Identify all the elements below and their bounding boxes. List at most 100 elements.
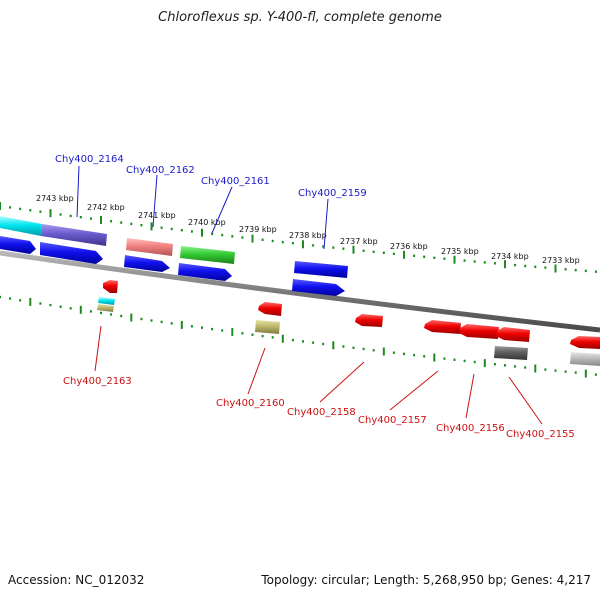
forward-scale-tick — [140, 224, 143, 227]
forward-scale-tick — [554, 264, 557, 273]
forward-scale-tick — [221, 233, 224, 237]
reverse-scale-tick — [39, 302, 42, 305]
feature-chy400-2161[interactable] — [180, 246, 235, 264]
gene-label-chy400-2160: Chy400_2160 — [216, 398, 285, 409]
reverse-scale-tick — [423, 355, 426, 358]
scale-label-2739: 2739 kbp — [239, 225, 277, 234]
forward-scale-ticks — [0, 202, 597, 273]
reverse-scale-tick — [140, 317, 143, 321]
feature-chy400-2164[interactable] — [41, 224, 107, 246]
feature-small-cyan[interactable] — [98, 297, 115, 305]
forward-scale-tick — [281, 240, 284, 244]
gene-label-chy400-2158: Chy400_2158 — [287, 407, 356, 418]
reverse-scale-tick — [79, 305, 82, 314]
feature-red-arrow[interactable] — [496, 327, 530, 342]
genome-backbone — [0, 250, 600, 333]
reverse-scale-tick — [261, 334, 264, 338]
forward-scale-tick — [564, 268, 567, 271]
forward-scale-tick — [19, 207, 22, 211]
map-title: Chloroflexus sp. Y-400-fl, complete geno… — [158, 10, 442, 25]
reverse-scale-tick — [403, 352, 405, 356]
forward-scale-tick — [544, 266, 547, 269]
reverse-scale-tick — [524, 366, 527, 369]
reverse-scale-tick — [160, 320, 163, 324]
scale-label-2740: 2740 kbp — [188, 218, 226, 227]
reverse-scale-tick — [271, 336, 274, 339]
reverse-scale-tick — [89, 310, 92, 313]
forward-scale-tick — [120, 221, 123, 224]
forward-scale-tick — [190, 230, 193, 233]
gene-label-chy400-2159: Chy400_2159 — [298, 188, 367, 199]
forward-callouts: Chy400_2164 Chy400_2162 Chy400_2161 Chy4… — [55, 154, 367, 250]
reverse-scale-tick — [221, 329, 224, 332]
feature-chy400-2159[interactable] — [294, 261, 348, 278]
feature-blue-arrow[interactable] — [292, 279, 345, 296]
forward-scale-tick — [443, 257, 446, 260]
feature-chy400-2162[interactable] — [126, 238, 173, 256]
forward-scale-tick — [59, 213, 62, 216]
reverse-scale-tick — [493, 363, 496, 366]
reverse-scale-tick — [231, 327, 234, 336]
gene-label-chy400-2161: Chy400_2161 — [201, 176, 270, 187]
feature-red-arrow[interactable] — [570, 336, 600, 349]
forward-scale-tick — [180, 229, 183, 232]
reverse-scale-tick — [201, 326, 203, 329]
feature-chy400-2160[interactable] — [255, 320, 280, 334]
forward-scale-tick — [584, 269, 587, 273]
feature-chy400-2155[interactable] — [494, 346, 528, 360]
reverse-scale-tick — [120, 314, 123, 318]
scale-label-2737: 2737 kbp — [340, 237, 378, 246]
reverse-callouts: Chy400_2163 Chy400_2160 Chy400_2158 Chy4… — [63, 325, 575, 440]
forward-scale-tick — [423, 255, 426, 258]
feature-blue-arrow[interactable] — [0, 236, 36, 254]
reverse-scale-tick — [150, 319, 153, 322]
gene-label-chy400-2155: Chy400_2155 — [506, 429, 575, 440]
forward-scale-tick — [504, 260, 506, 269]
reverse-scale-tick — [332, 341, 335, 350]
reverse-scale-tick — [19, 299, 22, 302]
forward-scale-tick — [372, 250, 375, 253]
reverse-scale-tick — [584, 369, 587, 378]
forward-scale-tick — [534, 265, 537, 268]
feature-chy400-2156[interactable] — [459, 324, 499, 339]
feature-blue-arrow[interactable] — [178, 263, 232, 281]
forward-scale-tick — [463, 259, 466, 262]
reverse-scale-tick — [49, 303, 52, 307]
reverse-scale-tick — [312, 341, 315, 344]
reverse-scale-tick — [59, 305, 62, 308]
scale-label-2733: 2733 kbp — [542, 256, 580, 265]
forward-scale-tick — [201, 228, 203, 237]
forward-scale-tick — [312, 244, 315, 247]
feature-chy400-2158[interactable] — [355, 314, 383, 327]
forward-scale-tick — [241, 236, 244, 239]
forward-scale-tick — [79, 216, 82, 219]
reverse-scale-tick — [291, 338, 294, 342]
forward-scale-tick — [39, 210, 42, 213]
feature-blue-arrow[interactable] — [124, 255, 170, 272]
reverse-scale-tick — [180, 320, 183, 329]
gene-label-chy400-2156: Chy400_2156 — [436, 423, 505, 434]
scale-label-2735: 2735 kbp — [441, 247, 479, 256]
forward-scale-tick — [231, 235, 234, 238]
feature-light-gray[interactable] — [570, 352, 600, 366]
reverse-scale-tick — [281, 334, 284, 343]
feature-small-khaki[interactable] — [97, 304, 114, 312]
forward-scale-tick — [9, 206, 12, 209]
forward-scale-tick — [392, 252, 395, 255]
forward-scale-tick — [332, 246, 335, 249]
feature-blue-arrow[interactable] — [40, 242, 103, 264]
forward-features — [0, 216, 348, 296]
reverse-scale-tick — [534, 364, 537, 373]
forward-scale-tick — [413, 254, 416, 257]
forward-scale-tick — [483, 261, 486, 264]
forward-scale-tick — [514, 263, 517, 267]
forward-scale-tick — [574, 268, 577, 272]
scale-label-2743: 2743 kbp — [36, 194, 74, 203]
reverse-scale-tick — [594, 373, 597, 376]
reverse-scale-tick — [544, 368, 547, 371]
feature-chy400-2157[interactable] — [424, 320, 461, 334]
feature-chy400-2163[interactable] — [103, 280, 118, 293]
feature-chy400-2160-arrow[interactable] — [258, 302, 282, 316]
forward-scale-tick — [433, 256, 436, 259]
feature-cyan-outer[interactable] — [0, 216, 42, 236]
